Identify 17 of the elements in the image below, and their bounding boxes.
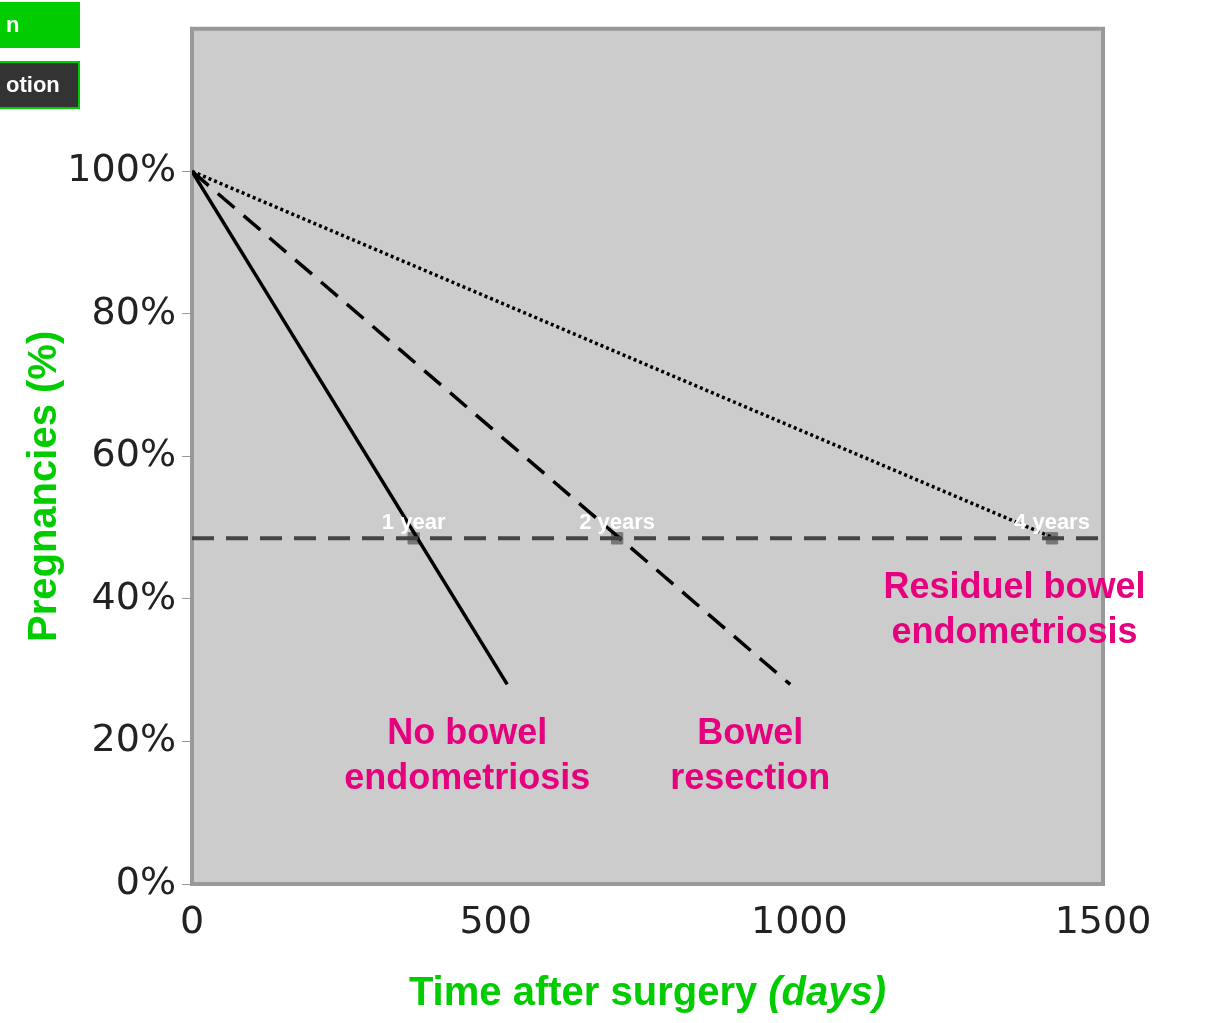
text: n (6, 12, 20, 38)
x-axis-title: Time after surgery (days) (408, 969, 887, 1013)
x-tick-label: 0 (179, 897, 205, 942)
y-tick-label: 80% (91, 288, 176, 333)
y-tick-label: 60% (91, 431, 176, 476)
y-axis-title: Pregnancies (%) (20, 330, 64, 643)
x-tick-label: 500 (459, 897, 532, 942)
x-tick-label: 1000 (750, 897, 848, 942)
text: otion (6, 72, 60, 98)
text: Residuel bowel endometriosis (883, 565, 1146, 652)
y-tick-label: 40% (91, 573, 176, 618)
y-tick-label: 0% (115, 858, 176, 903)
series-label: Bowel resection (670, 711, 831, 798)
x-tick-label: 1500 (1054, 897, 1152, 942)
text: No bowel endometriosis (344, 711, 591, 798)
y-tick-label: 20% (91, 716, 176, 761)
y-tick-label: 100% (67, 146, 176, 191)
